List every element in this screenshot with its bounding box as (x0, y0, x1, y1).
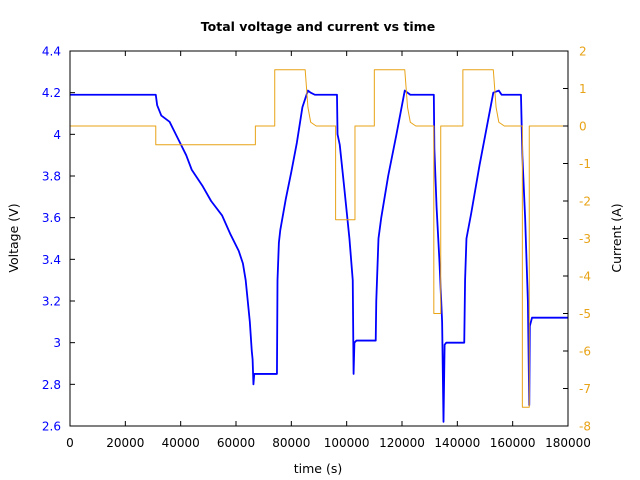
left-y-tick-label: 2.6 (42, 420, 61, 434)
left-y-tick-label: 3 (53, 336, 61, 350)
x-tick-label: 0 (66, 436, 74, 450)
x-tick-label: 80000 (272, 436, 310, 450)
right-y-tick-label: -7 (579, 382, 591, 396)
right-y-tick-label: 2 (579, 45, 587, 59)
voltage-series-line (70, 89, 568, 423)
plot-frame (69, 50, 569, 427)
right-y-tick-label: -5 (579, 307, 591, 321)
x-tick-label: 100000 (324, 436, 370, 450)
x-tick-label: 20000 (106, 436, 144, 450)
left-y-tick-label: 3.2 (42, 295, 61, 309)
left-y-axis: 2.6 2.8 3 3.2 3.4 3.6 3.8 4 4.2 4.4 (42, 45, 75, 434)
x-tick-label: 160000 (490, 436, 536, 450)
right-y-tick-label: -8 (579, 420, 591, 434)
left-y-tick-label: 3.8 (42, 170, 61, 184)
right-y-tick-label: -4 (579, 270, 591, 284)
left-y-tick-label: 2.8 (42, 378, 61, 392)
left-y-tick-label: 4 (53, 128, 61, 142)
right-y-axis-label: Current (A) (609, 203, 624, 272)
right-y-tick-label: -2 (579, 195, 591, 209)
left-y-tick-label: 3.6 (42, 211, 61, 225)
right-y-tick-label: -3 (579, 232, 591, 246)
left-y-tick-label: 3.4 (42, 253, 61, 267)
x-tick-label: 40000 (162, 436, 200, 450)
left-y-tick-label: 4.2 (42, 86, 61, 100)
current-series-line (70, 69, 568, 408)
x-tick-label: 180000 (545, 436, 591, 450)
right-y-tick-label: 0 (579, 120, 587, 134)
x-axis-label: time (s) (294, 461, 342, 476)
left-y-tick-label: 4.4 (42, 45, 61, 59)
chart-title: Total voltage and current vs time (201, 19, 435, 34)
x-axis: 0 20000 40000 60000 80000 100000 120000 140000 1… (66, 51, 591, 450)
right-y-tick-label: -1 (579, 157, 591, 171)
right-y-axis: -8 -7 -6 -5 -4 -3 -2 -1 0 1 2 (563, 45, 591, 434)
x-tick-label: 120000 (379, 436, 425, 450)
right-y-tick-label: -6 (579, 345, 591, 359)
right-y-tick-label: 1 (579, 82, 587, 96)
x-tick-label: 140000 (434, 436, 480, 450)
plot-area (69, 50, 569, 427)
x-tick-label: 60000 (217, 436, 255, 450)
left-y-axis-label: Voltage (V) (6, 203, 21, 272)
